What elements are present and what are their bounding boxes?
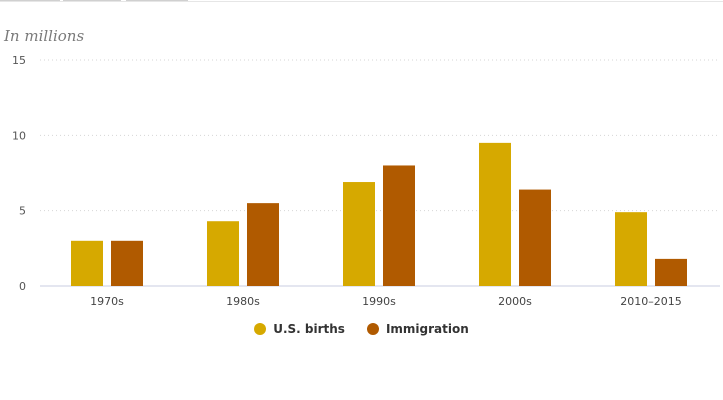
bar-chart: 0 5 10 15 1970s 1980s 1990s 2000s 2010–2015 xyxy=(12,54,720,308)
bar-immigration xyxy=(383,165,415,286)
x-tick-label: 1970s xyxy=(90,295,124,308)
y-tick-label: 0 xyxy=(19,280,26,293)
top-tab-strip xyxy=(0,0,723,2)
x-axis-ticks: 1970s 1980s 1990s 2000s 2010–2015 xyxy=(90,295,682,308)
x-tick-label: 1980s xyxy=(226,295,260,308)
x-tick-label: 1990s xyxy=(362,295,396,308)
bar-u-s-births xyxy=(343,182,375,286)
legend-item: U.S. births xyxy=(254,322,345,336)
bar-immigration xyxy=(111,240,143,286)
x-tick-label: 2000s xyxy=(498,295,532,308)
bar-immigration xyxy=(519,189,551,286)
legend-swatch xyxy=(366,323,379,335)
bar-u-s-births xyxy=(479,142,511,286)
tab-indicator xyxy=(63,0,121,1)
tab-indicator xyxy=(0,0,60,1)
legend-swatch xyxy=(254,323,267,335)
legend-label: U.S. births xyxy=(273,322,345,336)
legend: U.S. births Immigration xyxy=(0,322,723,336)
gridlines xyxy=(40,59,720,287)
y-tick-label: 15 xyxy=(12,54,26,67)
bar-immigration xyxy=(247,203,279,286)
y-tick-label: 10 xyxy=(12,129,26,142)
top-divider xyxy=(0,1,723,2)
units-label: In millions xyxy=(4,27,85,45)
bar-u-s-births xyxy=(207,221,239,286)
bar-u-s-births xyxy=(71,240,103,286)
y-axis-ticks: 0 5 10 15 xyxy=(12,54,26,293)
legend-label: Immigration xyxy=(385,322,469,336)
tab-indicator xyxy=(126,0,188,1)
legend-item: Immigration xyxy=(366,322,469,336)
bar-immigration xyxy=(655,258,687,286)
bar-u-s-births xyxy=(615,212,647,286)
bars xyxy=(71,142,687,286)
x-tick-label: 2010–2015 xyxy=(620,295,682,308)
y-tick-label: 5 xyxy=(19,205,26,218)
